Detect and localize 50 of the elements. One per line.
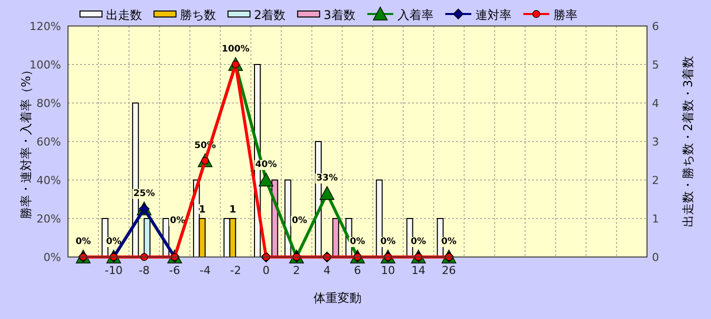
data-label: 0%: [410, 237, 426, 247]
y-tick-label: 40%: [36, 174, 61, 187]
point: [258, 172, 274, 186]
legend-label: 勝率: [553, 8, 578, 22]
data-label: 0%: [170, 216, 186, 226]
y-tick-label: 120%: [30, 20, 61, 33]
x-tick-label: -10: [104, 264, 123, 277]
y2-tick-label: 5: [652, 58, 659, 72]
x-tick-label: 6: [354, 264, 361, 277]
y2-tick-label: 4: [652, 97, 659, 110]
y-tick-label: 80%: [36, 97, 61, 110]
x-tick-label: 26: [442, 264, 456, 277]
data-label: 0%: [350, 237, 366, 247]
y-tick-label: 20%: [36, 212, 61, 226]
y-tick-label: 100%: [30, 58, 61, 72]
y2-tick-label: 6: [652, 20, 659, 33]
legend-label: 出走数: [106, 8, 142, 22]
data-label: 0%: [106, 237, 122, 247]
y2-tick-label: 1: [652, 212, 659, 226]
x-tick-label: 2: [293, 264, 300, 277]
data-label: 1: [229, 204, 236, 216]
data-label: 0%: [76, 237, 91, 247]
x-axis-title: 体重変動: [314, 291, 362, 305]
x-tick-label: 10: [380, 264, 395, 277]
y2-tick-label: 3: [652, 136, 659, 148]
data-label: 0%: [292, 216, 308, 226]
legend-label: 2着数: [254, 8, 286, 22]
data-label: 40%: [255, 160, 277, 170]
y2-axis-title: 出走数・勝ち数・2着数・3着数: [681, 56, 695, 228]
y2-tick-label: 0: [652, 251, 659, 264]
legend-label: 3着数: [324, 8, 356, 22]
data-label: 100%: [222, 44, 250, 54]
data-label: 0%: [380, 237, 396, 247]
point: [320, 186, 334, 200]
x-tick-label: -2: [230, 264, 242, 277]
x-tick-label: 0: [262, 264, 270, 277]
x-tick-label: 4: [324, 264, 331, 277]
legend-label: 入着率: [397, 8, 434, 22]
data-label: 0%: [441, 237, 457, 247]
legend-label: 連対率: [475, 8, 512, 22]
y-tick-label: 0%: [44, 251, 61, 264]
y2-tick-label: 2: [652, 174, 659, 187]
data-label: 33%: [316, 173, 338, 184]
x-tick-label: -8: [138, 264, 150, 277]
x-tick-label: -4: [200, 264, 211, 277]
y-tick-label: 60%: [36, 136, 61, 148]
data-label: 25%: [133, 188, 155, 199]
x-tick-label: 14: [411, 264, 426, 277]
legend-label: 勝ち数: [180, 8, 216, 22]
x-tick-label: -6: [169, 264, 180, 277]
